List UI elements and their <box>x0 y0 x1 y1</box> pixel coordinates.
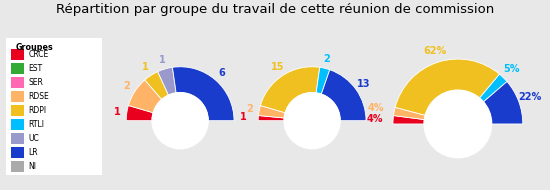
Text: 4%: 4% <box>367 114 383 124</box>
Wedge shape <box>316 67 330 94</box>
Text: 1: 1 <box>142 62 149 72</box>
Text: 2: 2 <box>324 54 331 64</box>
Text: 1: 1 <box>114 107 120 117</box>
Text: RDSE: RDSE <box>29 92 50 101</box>
Circle shape <box>284 93 340 149</box>
Text: UC: UC <box>29 134 40 143</box>
Wedge shape <box>128 80 162 113</box>
Text: LR: LR <box>29 148 38 157</box>
Wedge shape <box>393 107 425 120</box>
Text: EST: EST <box>29 64 43 73</box>
Text: CRCE: CRCE <box>29 50 49 59</box>
Circle shape <box>152 93 208 149</box>
FancyBboxPatch shape <box>2 32 106 180</box>
Text: 22%: 22% <box>518 92 541 102</box>
Text: 6: 6 <box>218 68 225 78</box>
Text: SER: SER <box>29 78 43 87</box>
Wedge shape <box>321 70 366 121</box>
Text: Groupes: Groupes <box>15 43 53 52</box>
Bar <box>11 63 24 74</box>
Wedge shape <box>173 67 234 121</box>
Text: 1: 1 <box>240 112 246 122</box>
Text: RTLI: RTLI <box>29 120 45 129</box>
Text: NI: NI <box>29 162 37 171</box>
Text: Répartition par groupe du travail de cette réunion de commission: Répartition par groupe du travail de cet… <box>56 3 494 16</box>
Text: 1: 1 <box>159 55 166 65</box>
Text: 5%: 5% <box>503 64 520 74</box>
Circle shape <box>424 90 492 158</box>
Bar <box>11 147 24 158</box>
Wedge shape <box>258 116 284 121</box>
Bar <box>11 119 24 130</box>
Wedge shape <box>393 116 425 124</box>
Wedge shape <box>480 74 507 102</box>
Text: 15: 15 <box>271 62 284 72</box>
Wedge shape <box>483 82 522 124</box>
Bar <box>11 161 24 172</box>
Text: 4%: 4% <box>368 103 384 113</box>
Bar <box>11 133 24 144</box>
Wedge shape <box>158 67 176 95</box>
Bar <box>11 49 24 60</box>
Wedge shape <box>145 72 168 100</box>
Text: 62%: 62% <box>423 46 446 56</box>
Wedge shape <box>126 105 153 121</box>
Wedge shape <box>395 59 499 115</box>
Bar <box>11 105 24 116</box>
Text: RDPI: RDPI <box>29 106 47 115</box>
Bar <box>11 77 24 88</box>
Text: 13: 13 <box>357 79 371 89</box>
Wedge shape <box>260 67 320 113</box>
Text: 2: 2 <box>246 104 253 114</box>
Wedge shape <box>258 105 285 118</box>
Text: 2: 2 <box>123 81 130 91</box>
Bar <box>11 91 24 102</box>
